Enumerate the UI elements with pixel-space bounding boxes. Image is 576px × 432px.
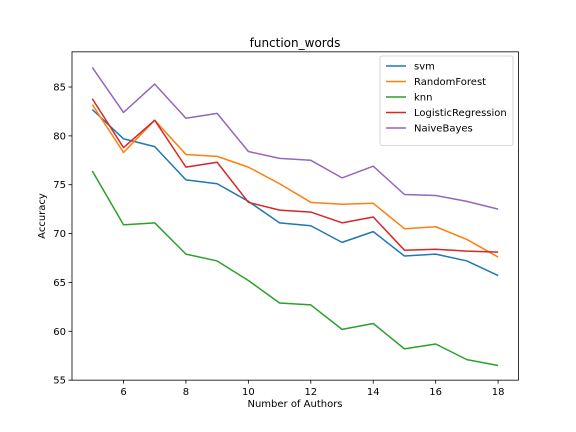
legend-label-1: RandomForest: [414, 77, 486, 88]
series-line-4: [91, 67, 499, 210]
y-tick-label: 65: [53, 278, 66, 289]
y-tick-label: 80: [53, 131, 66, 142]
x-tick-label: 10: [242, 387, 255, 398]
x-tick-label: 8: [183, 387, 189, 398]
legend-label-4: NaiveBayes: [414, 124, 473, 135]
x-tick-label: 16: [429, 387, 442, 398]
x-tick-label: 6: [120, 387, 126, 398]
x-tick-label: 18: [492, 387, 505, 398]
y-tick-label: 75: [53, 180, 66, 191]
plot-area: [71, 51, 519, 381]
legend-label-0: svm: [414, 62, 435, 73]
y-tick-label: 60: [53, 327, 66, 338]
y-axis-ticks: 55 60 65 70 75 80 85: [53, 83, 72, 387]
plot-frame: [71, 51, 519, 381]
series-line-2: [91, 170, 499, 367]
legend-label-2: knn: [414, 93, 432, 104]
legend: svm RandomForest knn LogisticRegression Naiv…: [379, 55, 514, 146]
y-tick-label: 85: [53, 83, 66, 94]
series-line-3: [91, 98, 499, 253]
x-axis-ticks: 6 8 10 12 14 16 18: [120, 380, 504, 398]
y-tick-label: 70: [53, 229, 66, 240]
series-line-0: [91, 108, 499, 277]
y-axis-label: Accuracy: [37, 193, 48, 239]
x-axis-label: Number of Authors: [247, 399, 342, 410]
legend-label-3: LogisticRegression: [414, 108, 507, 119]
x-tick-label: 14: [367, 387, 380, 398]
legend-box: [379, 55, 514, 146]
y-tick-label: 55: [53, 376, 66, 387]
chart-title: function_words: [250, 36, 341, 50]
series-line-1: [91, 104, 499, 258]
x-tick-label: 12: [304, 387, 317, 398]
